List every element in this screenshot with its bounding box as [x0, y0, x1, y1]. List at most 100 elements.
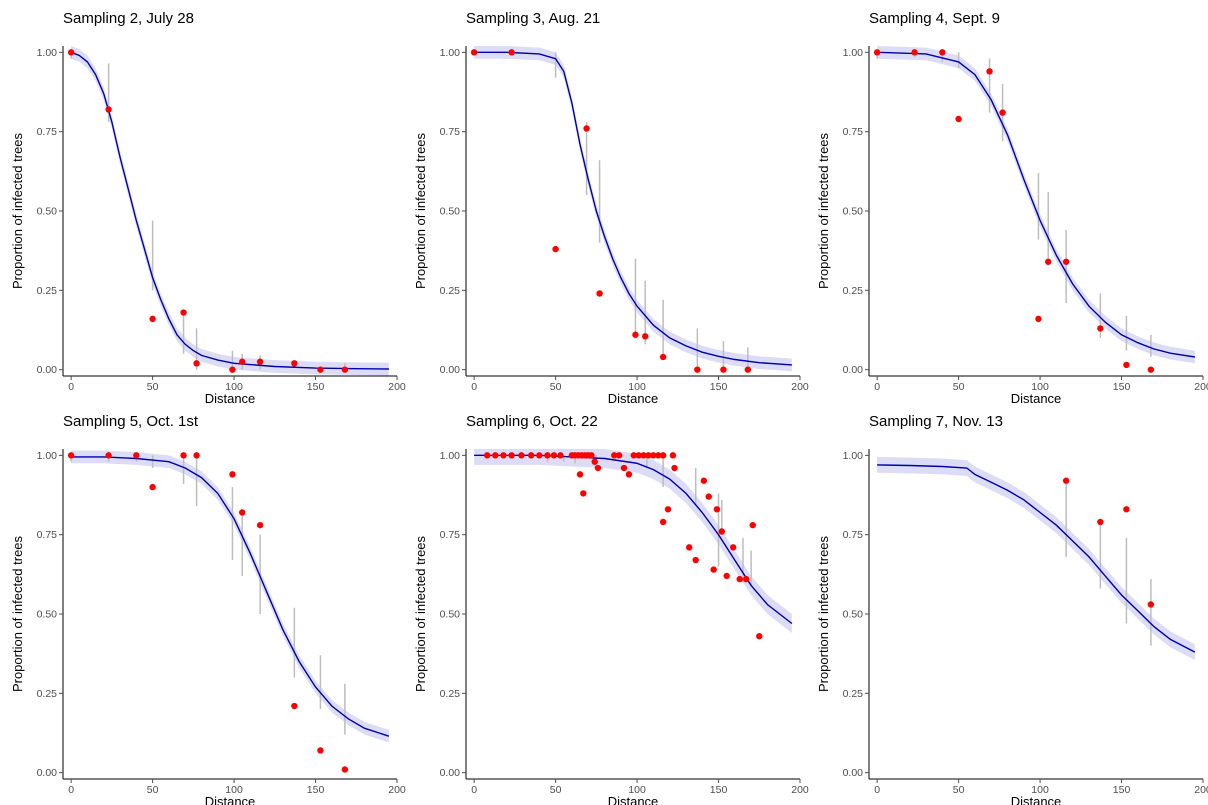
data-point	[694, 366, 701, 373]
data-point	[1123, 506, 1130, 513]
fit-line	[877, 464, 1196, 653]
data-point	[1097, 518, 1104, 526]
data-point	[692, 556, 699, 564]
chart-panel-1: Sampling 2, July 28 0 50 100 150 200 0.00 0.25 0…	[10, 10, 406, 406]
y-tick-label: 0.75	[843, 126, 864, 138]
x-tick-label: 0	[471, 381, 477, 393]
x-tick-label: 200	[388, 784, 406, 796]
data-point	[229, 471, 236, 478]
data-point	[686, 544, 693, 551]
x-tick-label: 150	[307, 381, 325, 393]
chart-panel-2: Sampling 3, Aug. 21 0 50 100 150 200 0.00 0.25 0…	[413, 10, 809, 406]
data-point	[659, 452, 667, 459]
data-point	[193, 452, 200, 459]
confidence-band	[877, 46, 1195, 364]
chart-panel-3: Sampling 4, Sept. 9 0 50 100 150 200 0.00 0.25 0…	[816, 10, 1208, 406]
x-tick-label: 100	[1031, 381, 1049, 393]
data-point	[635, 452, 642, 459]
data-point	[317, 366, 324, 373]
data-point	[630, 452, 638, 459]
chart-title: Sampling 2, July 28	[63, 10, 194, 27]
data-point	[615, 452, 623, 459]
y-tick-label: 0.75	[440, 126, 461, 138]
y-tick-label: 0.50	[843, 206, 864, 218]
x-tick-label: 100	[628, 381, 646, 393]
data-point	[713, 506, 721, 513]
fit-line	[71, 456, 390, 737]
data-point	[149, 315, 156, 323]
x-axis-label: Distance	[1011, 794, 1062, 805]
x-tick-label: 0	[68, 381, 74, 393]
confidence-band	[474, 46, 792, 372]
y-tick-label: 0.00	[843, 767, 864, 779]
data-point	[341, 366, 349, 373]
y-tick-label: 0.50	[37, 609, 58, 621]
x-tick-label: 0	[874, 381, 880, 393]
x-axis-label: Distance	[608, 391, 659, 406]
data-point	[650, 452, 657, 459]
data-point	[594, 464, 602, 472]
data-point	[749, 521, 756, 529]
y-axis-label: Proportion of infected trees	[10, 535, 25, 692]
data-point	[527, 452, 535, 459]
data-point	[596, 290, 603, 297]
y-tick-label: 0.00	[440, 767, 461, 779]
y-tick-label: 0.00	[37, 767, 58, 779]
confidence-band	[474, 449, 792, 634]
data-point	[580, 490, 587, 497]
data-point	[939, 49, 946, 56]
y-tick-label: 0.50	[843, 609, 864, 621]
y-axis-label: Proportion of infected trees	[413, 132, 428, 289]
y-tick-label: 0.25	[843, 688, 864, 700]
data-point	[671, 464, 678, 472]
data-point	[645, 452, 652, 459]
x-tick-label: 100	[1031, 784, 1049, 796]
data-point	[149, 483, 156, 491]
data-point	[743, 575, 750, 583]
x-tick-label: 100	[225, 784, 243, 796]
fit-line	[877, 51, 1196, 358]
data-point	[67, 49, 75, 56]
data-point	[710, 566, 717, 573]
y-tick-label: 0.50	[440, 609, 461, 621]
chart-title: Sampling 4, Sept. 9	[869, 10, 1000, 27]
data-point	[642, 333, 649, 340]
y-tick-label: 1.00	[37, 47, 58, 59]
data-point	[620, 464, 628, 472]
data-point	[625, 471, 633, 478]
x-tick-label: 50	[953, 784, 965, 796]
y-axis-label: Proportion of infected trees	[816, 535, 831, 692]
data-point	[180, 309, 187, 316]
data-point	[718, 528, 725, 535]
data-point	[611, 452, 618, 459]
y-tick-label: 0.75	[37, 126, 58, 138]
y-tick-label: 1.00	[37, 450, 58, 462]
y-tick-label: 1.00	[440, 450, 461, 462]
data-point	[483, 452, 491, 459]
data-point	[544, 452, 551, 459]
data-point	[955, 115, 962, 123]
data-point	[291, 360, 298, 367]
data-point	[1123, 361, 1130, 369]
x-tick-label: 200	[388, 381, 406, 393]
x-tick-label: 50	[953, 381, 965, 393]
confidence-band	[877, 456, 1195, 661]
x-tick-label: 0	[471, 784, 477, 796]
data-point	[911, 49, 918, 56]
y-tick-label: 0.00	[37, 364, 58, 376]
x-tick-label: 50	[147, 381, 159, 393]
x-axis-label: Distance	[608, 794, 659, 805]
data-point	[873, 49, 881, 56]
y-tick-label: 0.00	[843, 364, 864, 376]
data-point	[1062, 477, 1070, 484]
y-tick-label: 0.25	[440, 688, 461, 700]
data-point	[518, 452, 525, 459]
data-point	[1045, 258, 1052, 265]
fit-line	[474, 51, 792, 366]
confidence-band	[71, 46, 389, 376]
data-point	[659, 518, 667, 526]
data-point	[133, 452, 140, 459]
chart-panel-4: Sampling 5, Oct. 1st 0 50 100 150 200 0.00 0.25…	[10, 413, 406, 805]
data-point	[700, 477, 708, 484]
data-point	[1147, 601, 1155, 608]
